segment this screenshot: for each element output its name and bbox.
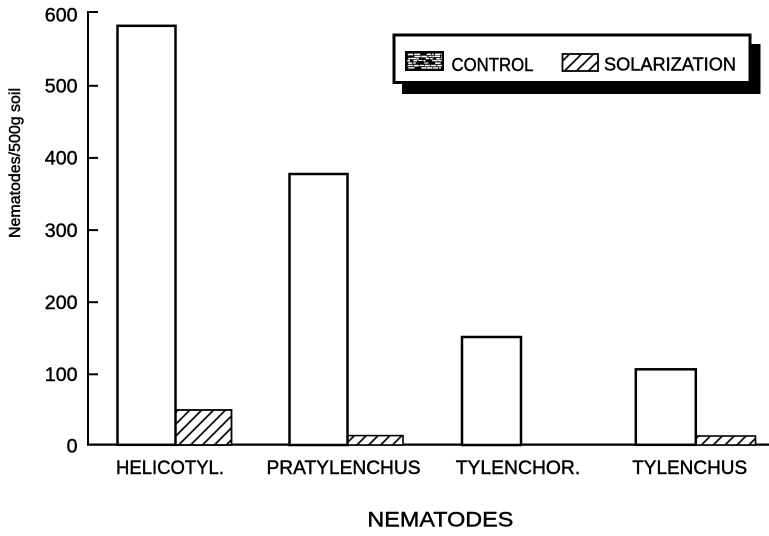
svg-text:TYLENCHOR.: TYLENCHOR. xyxy=(456,457,581,479)
svg-text:HELICOTYL.: HELICOTYL. xyxy=(116,457,224,479)
svg-text:Nematodes/500g soil: Nematodes/500g soil xyxy=(7,88,24,238)
svg-text:100: 100 xyxy=(45,364,78,386)
svg-text:600: 600 xyxy=(45,4,78,26)
svg-text:SOLARIZATION: SOLARIZATION xyxy=(604,54,736,75)
svg-text:200: 200 xyxy=(45,292,78,314)
svg-text:CONTROL: CONTROL xyxy=(452,54,534,75)
svg-text:PRATYLENCHUS: PRATYLENCHUS xyxy=(267,457,421,479)
svg-text:0: 0 xyxy=(67,435,78,457)
svg-text:NEMATODES: NEMATODES xyxy=(367,506,513,531)
svg-text:400: 400 xyxy=(45,148,78,170)
svg-text:300: 300 xyxy=(45,220,78,242)
svg-text:TYLENCHUS: TYLENCHUS xyxy=(632,457,747,479)
svg-text:500: 500 xyxy=(45,76,78,98)
